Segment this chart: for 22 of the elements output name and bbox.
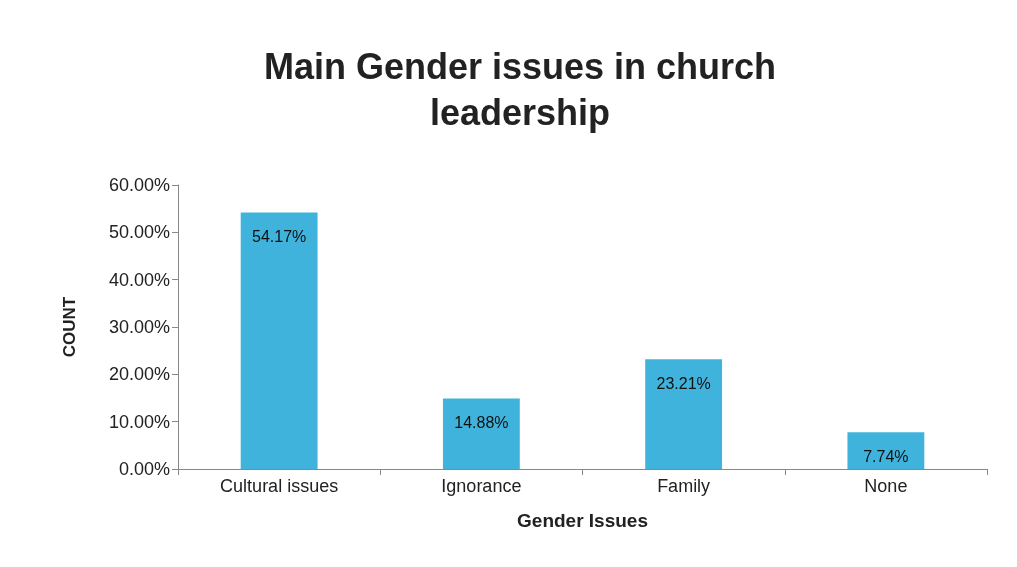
y-tick-label: 20.00%: [108, 364, 170, 385]
x-tick-label: Family: [657, 476, 711, 496]
x-tick-label: Ignorance: [441, 476, 522, 496]
y-tick-label: 10.00%: [108, 411, 170, 432]
data-label: 7.74%: [863, 447, 909, 465]
bar: [240, 212, 318, 469]
x-tick-label: None: [864, 476, 908, 496]
y-tick-label: 0.00%: [118, 459, 170, 479]
data-label: 54.17%: [251, 228, 307, 246]
x-axis-title: Gender Issues: [517, 510, 648, 531]
y-tick-label: 40.00%: [108, 269, 170, 290]
data-label: 14.88%: [454, 414, 509, 432]
data-label: 23.21%: [656, 374, 711, 392]
bar: [442, 398, 520, 469]
chart-title: Main Gender issues in church leadership: [263, 45, 777, 133]
x-tick-label: Cultural issues: [220, 476, 339, 496]
bar: [847, 432, 925, 469]
y-tick-label: 30.00%: [108, 317, 170, 337]
bar: [645, 359, 723, 469]
y-tick-label: 60.00%: [108, 175, 170, 195]
y-tick-label: 50.00%: [108, 222, 170, 243]
y-axis-title: COUNT: [60, 296, 79, 358]
